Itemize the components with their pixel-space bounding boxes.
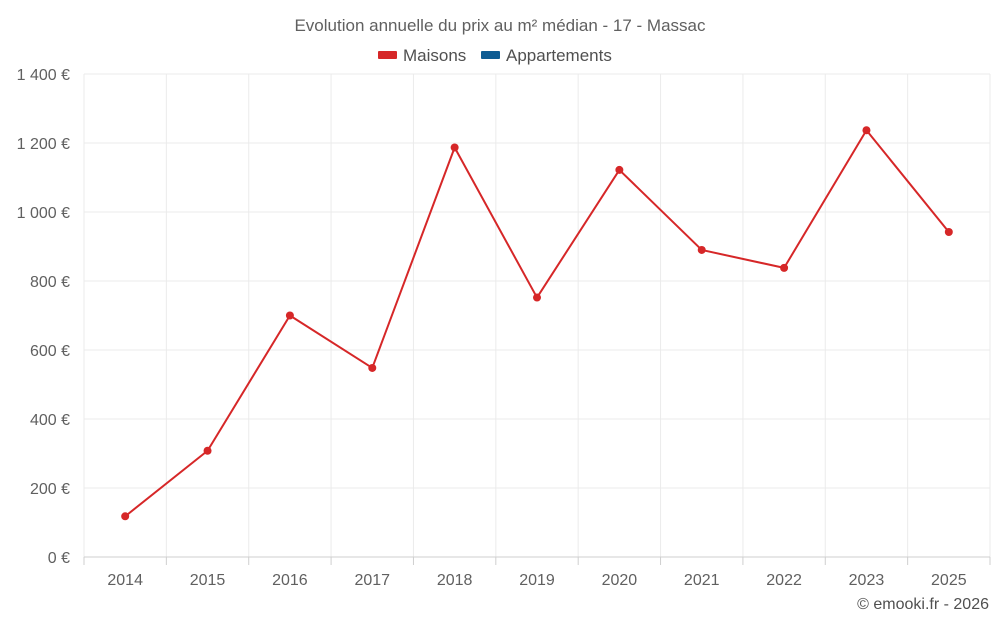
y-tick-label: 1 400 € <box>17 67 70 84</box>
legend-item-maisons[interactable]: Maisons <box>378 46 466 65</box>
y-tick-label: 800 € <box>30 274 70 291</box>
x-tick-label: 2025 <box>931 572 967 589</box>
y-tick-label: 400 € <box>30 412 70 429</box>
series-maisons <box>121 126 953 521</box>
data-point <box>368 363 377 372</box>
x-tick-label: 2016 <box>272 572 308 589</box>
y-tick-label: 0 € <box>48 550 70 567</box>
grid-lines <box>83 73 991 557</box>
chart-legend: Maisons Appartements <box>378 46 612 65</box>
data-point <box>450 143 459 152</box>
x-tick-label: 2014 <box>107 572 143 589</box>
data-point <box>203 446 212 455</box>
data-point <box>697 245 706 254</box>
data-point <box>862 126 871 135</box>
x-tick-label: 2022 <box>766 572 802 589</box>
data-point <box>285 311 294 320</box>
data-point <box>615 165 624 174</box>
legend-item-appartements[interactable]: Appartements <box>481 46 612 65</box>
legend-swatch-appartements <box>481 51 500 59</box>
legend-label-appartements: Appartements <box>506 46 612 65</box>
data-point <box>533 293 541 302</box>
x-tick-label: 2023 <box>849 572 885 589</box>
x-tick-label: 2018 <box>437 572 473 589</box>
data-point <box>121 512 130 521</box>
chart-title: Evolution annuelle du prix au m² médian … <box>294 16 706 35</box>
data-point <box>780 263 789 272</box>
credit-text: © emooki.fr - 2026 <box>857 596 989 613</box>
y-tick-label: 1 000 € <box>17 205 70 222</box>
x-tick-label: 2015 <box>190 572 226 589</box>
x-tick-label: 2020 <box>602 572 638 589</box>
data-point <box>944 228 953 237</box>
y-tick-label: 1 200 € <box>17 136 70 153</box>
legend-label-maisons: Maisons <box>403 46 466 65</box>
x-tick-label: 2021 <box>684 572 720 589</box>
legend-swatch-maisons <box>378 51 397 59</box>
axes: 0 € 200 € 400 € 600 € 800 € 1 000 € 1 200 € 1 4… <box>17 67 991 589</box>
y-tick-label: 200 € <box>30 481 70 498</box>
x-tick-label: 2019 <box>519 572 555 589</box>
y-tick-label: 600 € <box>30 343 70 360</box>
x-tick-label: 2017 <box>354 572 390 589</box>
